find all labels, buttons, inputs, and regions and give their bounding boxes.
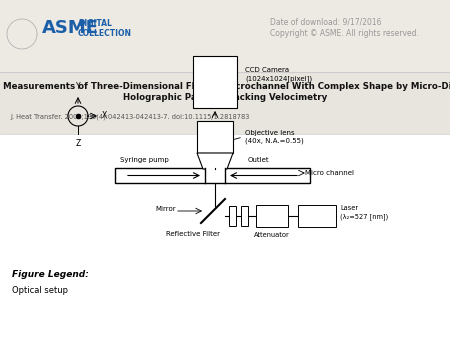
Bar [205, 168, 225, 176]
Text: COLLECTION: COLLECTION [78, 28, 132, 38]
Text: Date of download: 9/17/2016: Date of download: 9/17/2016 [270, 18, 382, 26]
Bar [256, 205, 288, 227]
Text: J. Heat Transfer. 2008;130(4):042413-042413-7. doi:10.1115/1.2818783: J. Heat Transfer. 2008;130(4):042413-042… [10, 114, 249, 121]
Bar [193, 56, 237, 108]
Bar [0, 0, 450, 72]
Text: Laser
(λ₂=527 [nm]): Laser (λ₂=527 [nm]) [340, 205, 388, 220]
Text: Micro channel: Micro channel [305, 170, 354, 176]
Text: Objective lens
(40x, N.A.=0.55): Objective lens (40x, N.A.=0.55) [245, 129, 304, 145]
Text: Mirror: Mirror [155, 206, 176, 212]
Bar [0, 72, 450, 134]
Text: Y: Y [76, 82, 80, 91]
Text: Optical setup: Optical setup [12, 286, 68, 295]
Text: Copyright © ASME. All rights reserved.: Copyright © ASME. All rights reserved. [270, 28, 419, 38]
Bar [197, 121, 233, 153]
Bar [241, 206, 248, 226]
Bar [0, 72, 450, 338]
Text: Holographic Particle-Tracking Velocimetry: Holographic Particle-Tracking Velocimetr… [123, 93, 327, 102]
Text: From: Measurements of Three-Dimensional Flow in Microchannel With Complex Shape : From: Measurements of Three-Dimensional … [0, 82, 450, 91]
Text: Outlet: Outlet [248, 157, 270, 163]
Text: Z: Z [76, 139, 81, 148]
Bar [115, 168, 310, 183]
Text: Figure Legend:: Figure Legend: [12, 270, 89, 279]
Polygon shape [197, 153, 233, 169]
Text: X: X [102, 112, 107, 121]
Text: CCD Camera
(1024x1024[pixel]): CCD Camera (1024x1024[pixel]) [245, 67, 312, 82]
Text: ASME: ASME [42, 19, 99, 37]
Bar [298, 205, 336, 227]
Text: Attenuator: Attenuator [254, 232, 290, 238]
Text: DIGITAL: DIGITAL [78, 20, 112, 28]
Bar [229, 206, 236, 226]
Text: Reflective Filter: Reflective Filter [166, 231, 220, 237]
Text: Syringe pump: Syringe pump [120, 157, 169, 163]
